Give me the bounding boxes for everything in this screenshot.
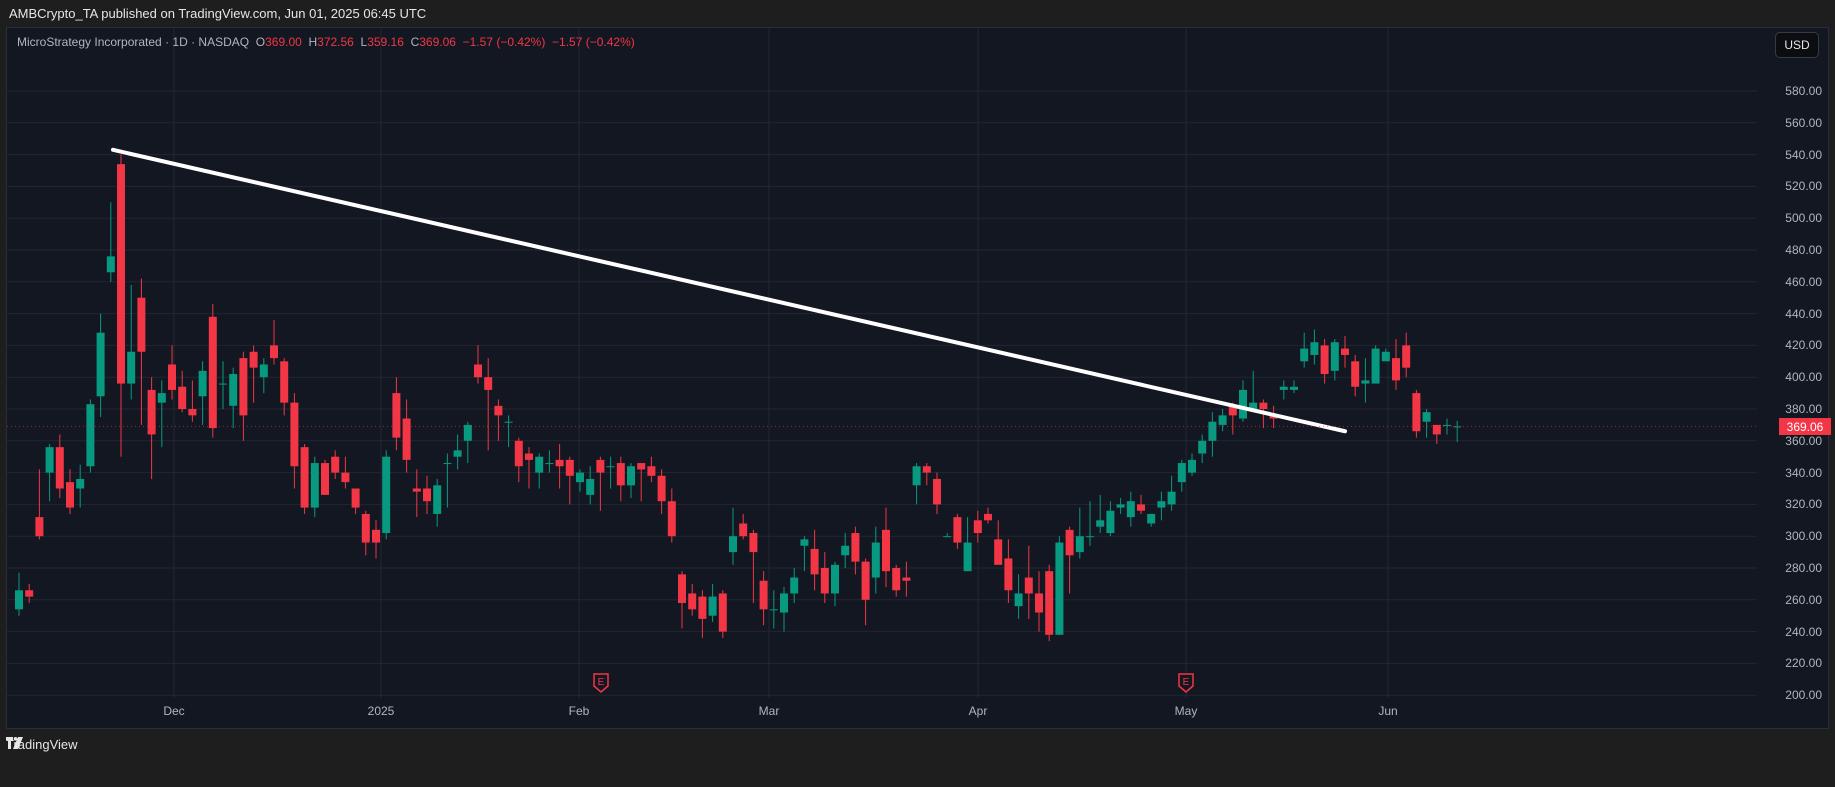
- change-value-2: −1.57 (−0.42%): [552, 35, 635, 49]
- symbol-line: MicroStrategy Incorporated · 1D · NASDAQ: [17, 35, 250, 49]
- time-tick-label: 2025: [367, 704, 395, 718]
- price-tick-label: 200.00: [1785, 688, 1822, 703]
- price-tick-label: 480.00: [1785, 243, 1822, 257]
- brand-name: TradingView: [6, 737, 78, 752]
- time-tick-label: Feb: [568, 704, 590, 718]
- time-tick-label: Apr: [968, 704, 988, 718]
- time-tick-label: May: [1174, 704, 1198, 718]
- price-tick-label: 240.00: [1785, 624, 1822, 639]
- tradingview-logo-icon: [6, 737, 23, 749]
- symbol-legend: MicroStrategy Incorporated · 1D · NASDAQ…: [17, 35, 635, 49]
- publish-bar: AMBCrypto_TA published on TradingView.co…: [0, 0, 1835, 27]
- price-tick-label: 380.00: [1785, 402, 1822, 416]
- currency-button[interactable]: USD: [1775, 32, 1819, 58]
- footer: TradingView: [0, 729, 1835, 787]
- price-tick-label: 540.00: [1785, 147, 1822, 162]
- price-tick-label: 320.00: [1785, 497, 1822, 512]
- svg-text:E: E: [598, 677, 605, 688]
- close-label: C: [410, 35, 420, 49]
- high-label: H: [308, 35, 318, 49]
- tradingview-logo[interactable]: TradingView: [6, 737, 78, 752]
- time-tick-label: Jun: [1378, 704, 1398, 718]
- price-tick-label: 260.00: [1785, 592, 1822, 607]
- price-tick-label: 420.00: [1785, 338, 1822, 353]
- price-tick-label: 300.00: [1785, 529, 1822, 544]
- price-tick-label: 360.00: [1785, 433, 1822, 448]
- high-value: 372.56: [317, 35, 354, 49]
- change-value: −1.57 (−0.42%): [462, 35, 546, 49]
- time-tick-label: Dec: [163, 704, 185, 718]
- svg-text:E: E: [1183, 677, 1190, 688]
- price-tick-label: 400.00: [1785, 370, 1822, 385]
- last-price-label: 369.06: [1779, 418, 1831, 436]
- low-label: L: [360, 35, 368, 49]
- price-tick-label: 520.00: [1785, 179, 1822, 194]
- price-tick-label: 340.00: [1785, 465, 1822, 480]
- close-value: 369.06: [419, 35, 456, 49]
- price-tick-label: 440.00: [1785, 306, 1822, 321]
- price-tick-label: 560.00: [1785, 115, 1822, 130]
- time-tick-label: Mar: [758, 704, 780, 718]
- open-value: 369.00: [265, 35, 302, 49]
- open-label: O: [255, 35, 266, 49]
- low-value: 359.16: [367, 35, 404, 49]
- price-tick-label: 460.00: [1785, 274, 1822, 289]
- price-tick-label: 280.00: [1785, 561, 1822, 575]
- price-tick-label: 580.00: [1785, 84, 1822, 98]
- price-tick-label: 500.00: [1785, 211, 1822, 226]
- published-text: AMBCrypto_TA published on TradingView.co…: [9, 6, 427, 21]
- price-tick-label: 220.00: [1785, 656, 1822, 671]
